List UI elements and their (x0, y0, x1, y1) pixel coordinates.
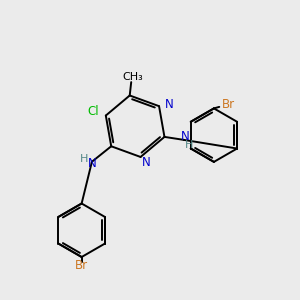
Text: Cl: Cl (88, 106, 99, 118)
Text: H: H (80, 154, 88, 164)
Text: CH₃: CH₃ (122, 72, 143, 82)
Text: N: N (88, 157, 97, 170)
Text: Br: Br (75, 260, 88, 272)
Text: H: H (184, 140, 193, 150)
Text: N: N (142, 156, 151, 169)
Text: Br: Br (222, 98, 236, 111)
Text: N: N (164, 98, 173, 111)
Text: N: N (181, 130, 190, 143)
